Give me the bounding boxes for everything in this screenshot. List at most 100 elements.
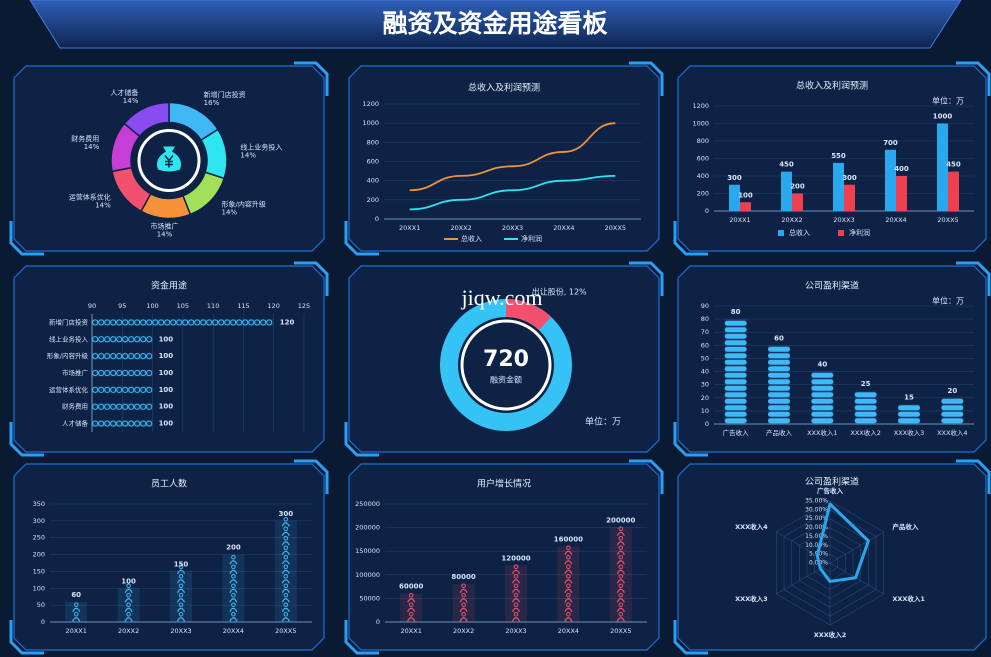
bar-icon xyxy=(724,379,747,385)
bar-icon xyxy=(116,403,123,410)
bar-icon xyxy=(618,545,624,551)
axis-label: XXX收入3 xyxy=(735,594,768,603)
x-tick-label: 20XX5 xyxy=(937,216,958,224)
bar xyxy=(740,202,751,211)
bar-icon xyxy=(511,588,521,594)
donut-segment xyxy=(506,299,552,331)
slice-value: 14% xyxy=(157,230,173,238)
x-tick-label: 20XX2 xyxy=(118,627,139,635)
y-tick-label: 新增门店投资 xyxy=(49,317,89,326)
bar-icon xyxy=(254,319,261,326)
bar-icon xyxy=(98,319,105,326)
bar-icon xyxy=(618,602,624,608)
bar-icon xyxy=(461,611,466,617)
bar-icon xyxy=(564,607,573,613)
bar-icon xyxy=(116,386,123,393)
y-tick-label: 线上业务投入 xyxy=(49,334,89,343)
slice-label: 形象/内容升级 xyxy=(221,199,265,208)
panel xyxy=(348,463,660,651)
data-label: 400 xyxy=(894,165,909,173)
bar-icon xyxy=(122,353,129,360)
x-tick-label: 120 xyxy=(268,302,280,310)
data-label: 450 xyxy=(779,161,794,169)
y-tick-label: 0 xyxy=(705,207,709,215)
bar-icon xyxy=(116,420,123,427)
bar-icon xyxy=(224,319,231,326)
bar-icon xyxy=(206,319,213,326)
bar-icon xyxy=(724,372,747,378)
donut-hole xyxy=(460,319,552,411)
bar-icon xyxy=(941,418,964,424)
panel-corner xyxy=(629,61,664,96)
bar-icon xyxy=(616,598,625,603)
data-label: 450 xyxy=(946,161,961,169)
bar-icon xyxy=(122,386,129,393)
y-tick-label: 80 xyxy=(701,315,709,323)
bar-icon xyxy=(178,592,184,598)
chart-title: 员工人数 xyxy=(151,478,187,490)
panel-corner xyxy=(294,261,329,296)
page-title: 融资及资金用途看板 xyxy=(382,9,607,38)
bar-icon xyxy=(104,319,111,326)
y-tick-label: 0 xyxy=(376,618,380,626)
bar-icon xyxy=(98,336,105,343)
bar-icon xyxy=(140,319,147,326)
bar-icon xyxy=(104,386,111,393)
x-tick-label: 20XX3 xyxy=(505,627,526,635)
bar-icon xyxy=(164,319,171,326)
bar-icon xyxy=(200,319,207,326)
bar-icon xyxy=(134,353,141,360)
bar-icon xyxy=(564,569,573,575)
bar-icon xyxy=(461,583,466,589)
data-label: 100 xyxy=(159,369,174,377)
bar-icon xyxy=(618,592,624,598)
bar xyxy=(896,176,907,211)
bar-icon xyxy=(281,617,290,622)
bar-icon xyxy=(724,366,747,372)
data-label: 20 xyxy=(947,387,957,395)
x-tick-label: 广告收入 xyxy=(723,428,750,437)
bar-icon xyxy=(72,617,81,622)
y-tick-label: 市场推广 xyxy=(62,368,89,377)
bar-icon xyxy=(176,319,183,326)
bar-icon xyxy=(283,611,289,617)
bar-icon xyxy=(92,403,99,410)
data-label: 300 xyxy=(278,510,293,518)
bar-icon xyxy=(124,607,133,613)
bar-icon xyxy=(140,403,147,410)
bar-icon xyxy=(283,583,289,589)
y-tick-label: 50000 xyxy=(359,594,380,602)
bar-icon xyxy=(229,569,238,575)
bar-icon xyxy=(128,319,135,326)
segment-label: 出让股份, 12% xyxy=(532,287,587,297)
bar-icon xyxy=(724,398,747,404)
bar-icon xyxy=(110,369,117,377)
x-tick-label: XXX收入2 xyxy=(850,428,881,437)
y-tick-label: 200000 xyxy=(355,524,380,532)
bar-icon xyxy=(146,353,153,360)
data-label: 100 xyxy=(159,352,174,360)
bar-icon xyxy=(768,405,790,411)
bar-icon xyxy=(110,319,117,326)
panel xyxy=(13,463,325,651)
money-bag-icon xyxy=(157,146,181,172)
bar-icon xyxy=(122,319,129,326)
bar-icon xyxy=(72,607,81,613)
bar-icon xyxy=(616,579,625,584)
bar-icon xyxy=(407,617,416,622)
bar-icon xyxy=(724,411,747,417)
panel-corner xyxy=(956,61,991,96)
legend-label: 总收入 xyxy=(461,234,482,243)
bar-icon xyxy=(134,319,141,326)
bar-icon xyxy=(564,598,573,603)
bar-icon xyxy=(768,359,790,365)
bar-icon xyxy=(176,607,186,613)
bar-icon xyxy=(511,617,521,622)
bar-icon xyxy=(236,319,243,326)
center-value: 720 xyxy=(483,347,529,372)
bar-icon xyxy=(194,319,201,326)
y-tick-label: 形象/内容升级 xyxy=(47,351,89,360)
bar-icon xyxy=(283,516,289,522)
y-tick-label: 50 xyxy=(701,354,709,362)
